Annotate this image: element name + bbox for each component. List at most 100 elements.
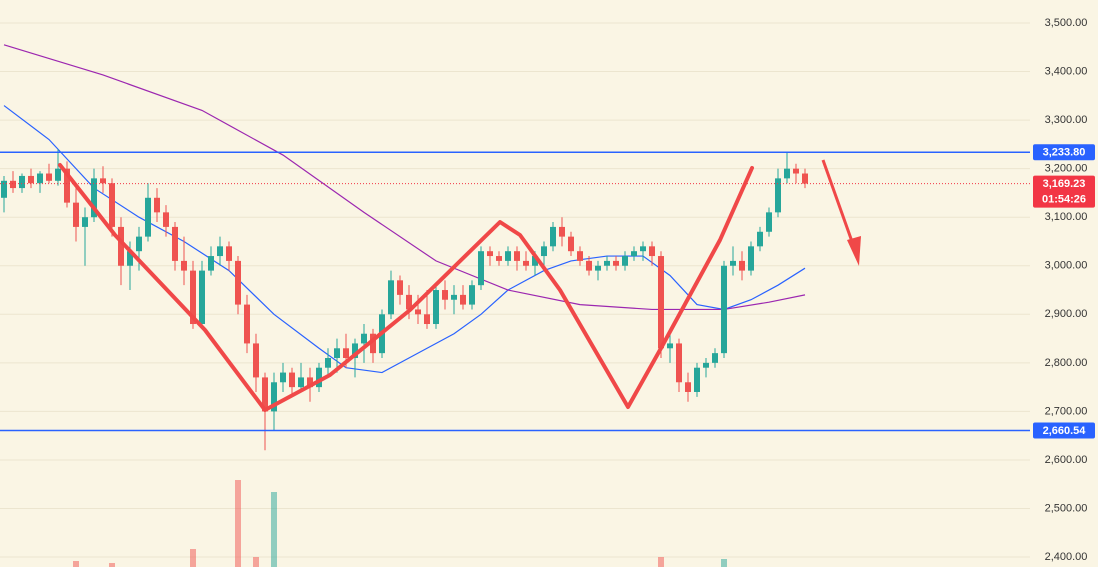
candle-body — [208, 256, 214, 271]
candle-body — [334, 348, 340, 358]
candle-body — [685, 382, 691, 392]
candle-body — [127, 251, 133, 266]
volume — [73, 480, 727, 567]
volume-bar — [658, 557, 664, 567]
candle-body — [433, 290, 439, 325]
candle-body — [82, 217, 88, 227]
candle-body — [172, 226, 178, 261]
candle-body — [406, 294, 412, 310]
candle-body — [802, 173, 808, 184]
last-price-tag — [1033, 175, 1095, 208]
candle-body — [154, 197, 160, 213]
candle-body — [793, 168, 799, 174]
candle-body — [487, 251, 493, 257]
candle-body — [451, 294, 457, 300]
grid — [0, 22, 1030, 558]
candle-body — [748, 246, 754, 271]
candle-body — [325, 357, 331, 368]
candle-body — [649, 246, 655, 257]
candle-body — [739, 260, 745, 271]
moving-average — [3, 44, 806, 311]
candle-body — [541, 246, 547, 257]
candle-body — [235, 260, 241, 305]
y-tick-label: 3,000.00 — [1045, 260, 1088, 272]
y-tick-label: 2,500.00 — [1045, 502, 1088, 514]
candle-body — [199, 270, 205, 325]
candle-body — [73, 202, 79, 227]
candle-body — [244, 304, 250, 344]
candle-body — [442, 290, 448, 300]
candle-body — [19, 175, 25, 189]
candle-body — [478, 251, 484, 286]
candle-body — [631, 251, 637, 257]
level-tag — [1033, 422, 1095, 439]
candle-body — [298, 377, 304, 388]
level-tag — [1033, 144, 1095, 161]
drawn-zigzag — [58, 163, 754, 412]
y-axis: 2,400.00 2,500.00 2,600.00 2,700.00 2,800.00… — [1045, 17, 1088, 563]
candle-body — [667, 343, 673, 349]
candle-body — [586, 260, 592, 271]
candle-body — [343, 348, 349, 358]
candle-body — [388, 280, 394, 315]
candle-body — [532, 256, 538, 266]
candle-body — [145, 197, 151, 237]
candle-body — [10, 180, 16, 189]
candle-body — [262, 377, 268, 412]
candle-body — [460, 294, 466, 305]
countdown: 01:54:26 — [1042, 194, 1086, 206]
candle-body — [757, 231, 763, 247]
y-tick-label: 3,200.00 — [1045, 163, 1088, 175]
candle-body — [721, 265, 727, 354]
candle-body — [64, 168, 70, 203]
candle-body — [217, 246, 223, 257]
candle-body — [181, 260, 187, 271]
candle-body — [118, 226, 124, 266]
candle-body — [397, 280, 403, 295]
candle-body — [289, 372, 295, 388]
volume-bar — [190, 549, 196, 567]
candle-body — [46, 173, 52, 181]
candle-body — [703, 362, 709, 368]
volume-bar — [271, 492, 277, 567]
candle-body — [505, 251, 511, 261]
candle-body — [523, 260, 529, 266]
y-tick-label: 2,700.00 — [1045, 405, 1088, 417]
candle-body — [622, 256, 628, 266]
candle-body — [361, 333, 367, 344]
candle-body — [253, 343, 259, 378]
candle-body — [514, 251, 520, 261]
candle-body — [766, 212, 772, 232]
candle-body — [91, 178, 97, 218]
candle-body — [1, 180, 7, 198]
arrow-head — [847, 236, 861, 266]
y-tick-label: 2,800.00 — [1045, 357, 1088, 369]
level-label: 2,660.54 — [1043, 425, 1087, 437]
candle-body — [775, 178, 781, 213]
candle-body — [604, 260, 610, 266]
volume-bar — [235, 480, 241, 567]
candle-body — [55, 168, 61, 181]
drawn-arrow — [821, 159, 857, 251]
volume-bar — [109, 563, 115, 567]
y-tick-label: 2,900.00 — [1045, 308, 1088, 320]
candle-body — [424, 314, 430, 325]
candle-body — [712, 353, 718, 363]
candle-body — [100, 178, 106, 184]
y-tick-label: 3,300.00 — [1045, 114, 1088, 126]
candle-body — [190, 270, 196, 325]
candle-body — [415, 309, 421, 315]
candle-body — [568, 236, 574, 252]
candle-body — [316, 367, 322, 388]
candle-body — [136, 236, 142, 252]
y-tick-label: 2,600.00 — [1045, 454, 1088, 466]
candle-body — [550, 226, 556, 247]
y-tick-label: 3,400.00 — [1045, 65, 1088, 77]
candle-body — [496, 256, 502, 261]
candle-body — [577, 251, 583, 261]
level-label: 3,233.80 — [1043, 147, 1086, 159]
volume-bar — [73, 561, 79, 567]
candle-body — [694, 367, 700, 392]
